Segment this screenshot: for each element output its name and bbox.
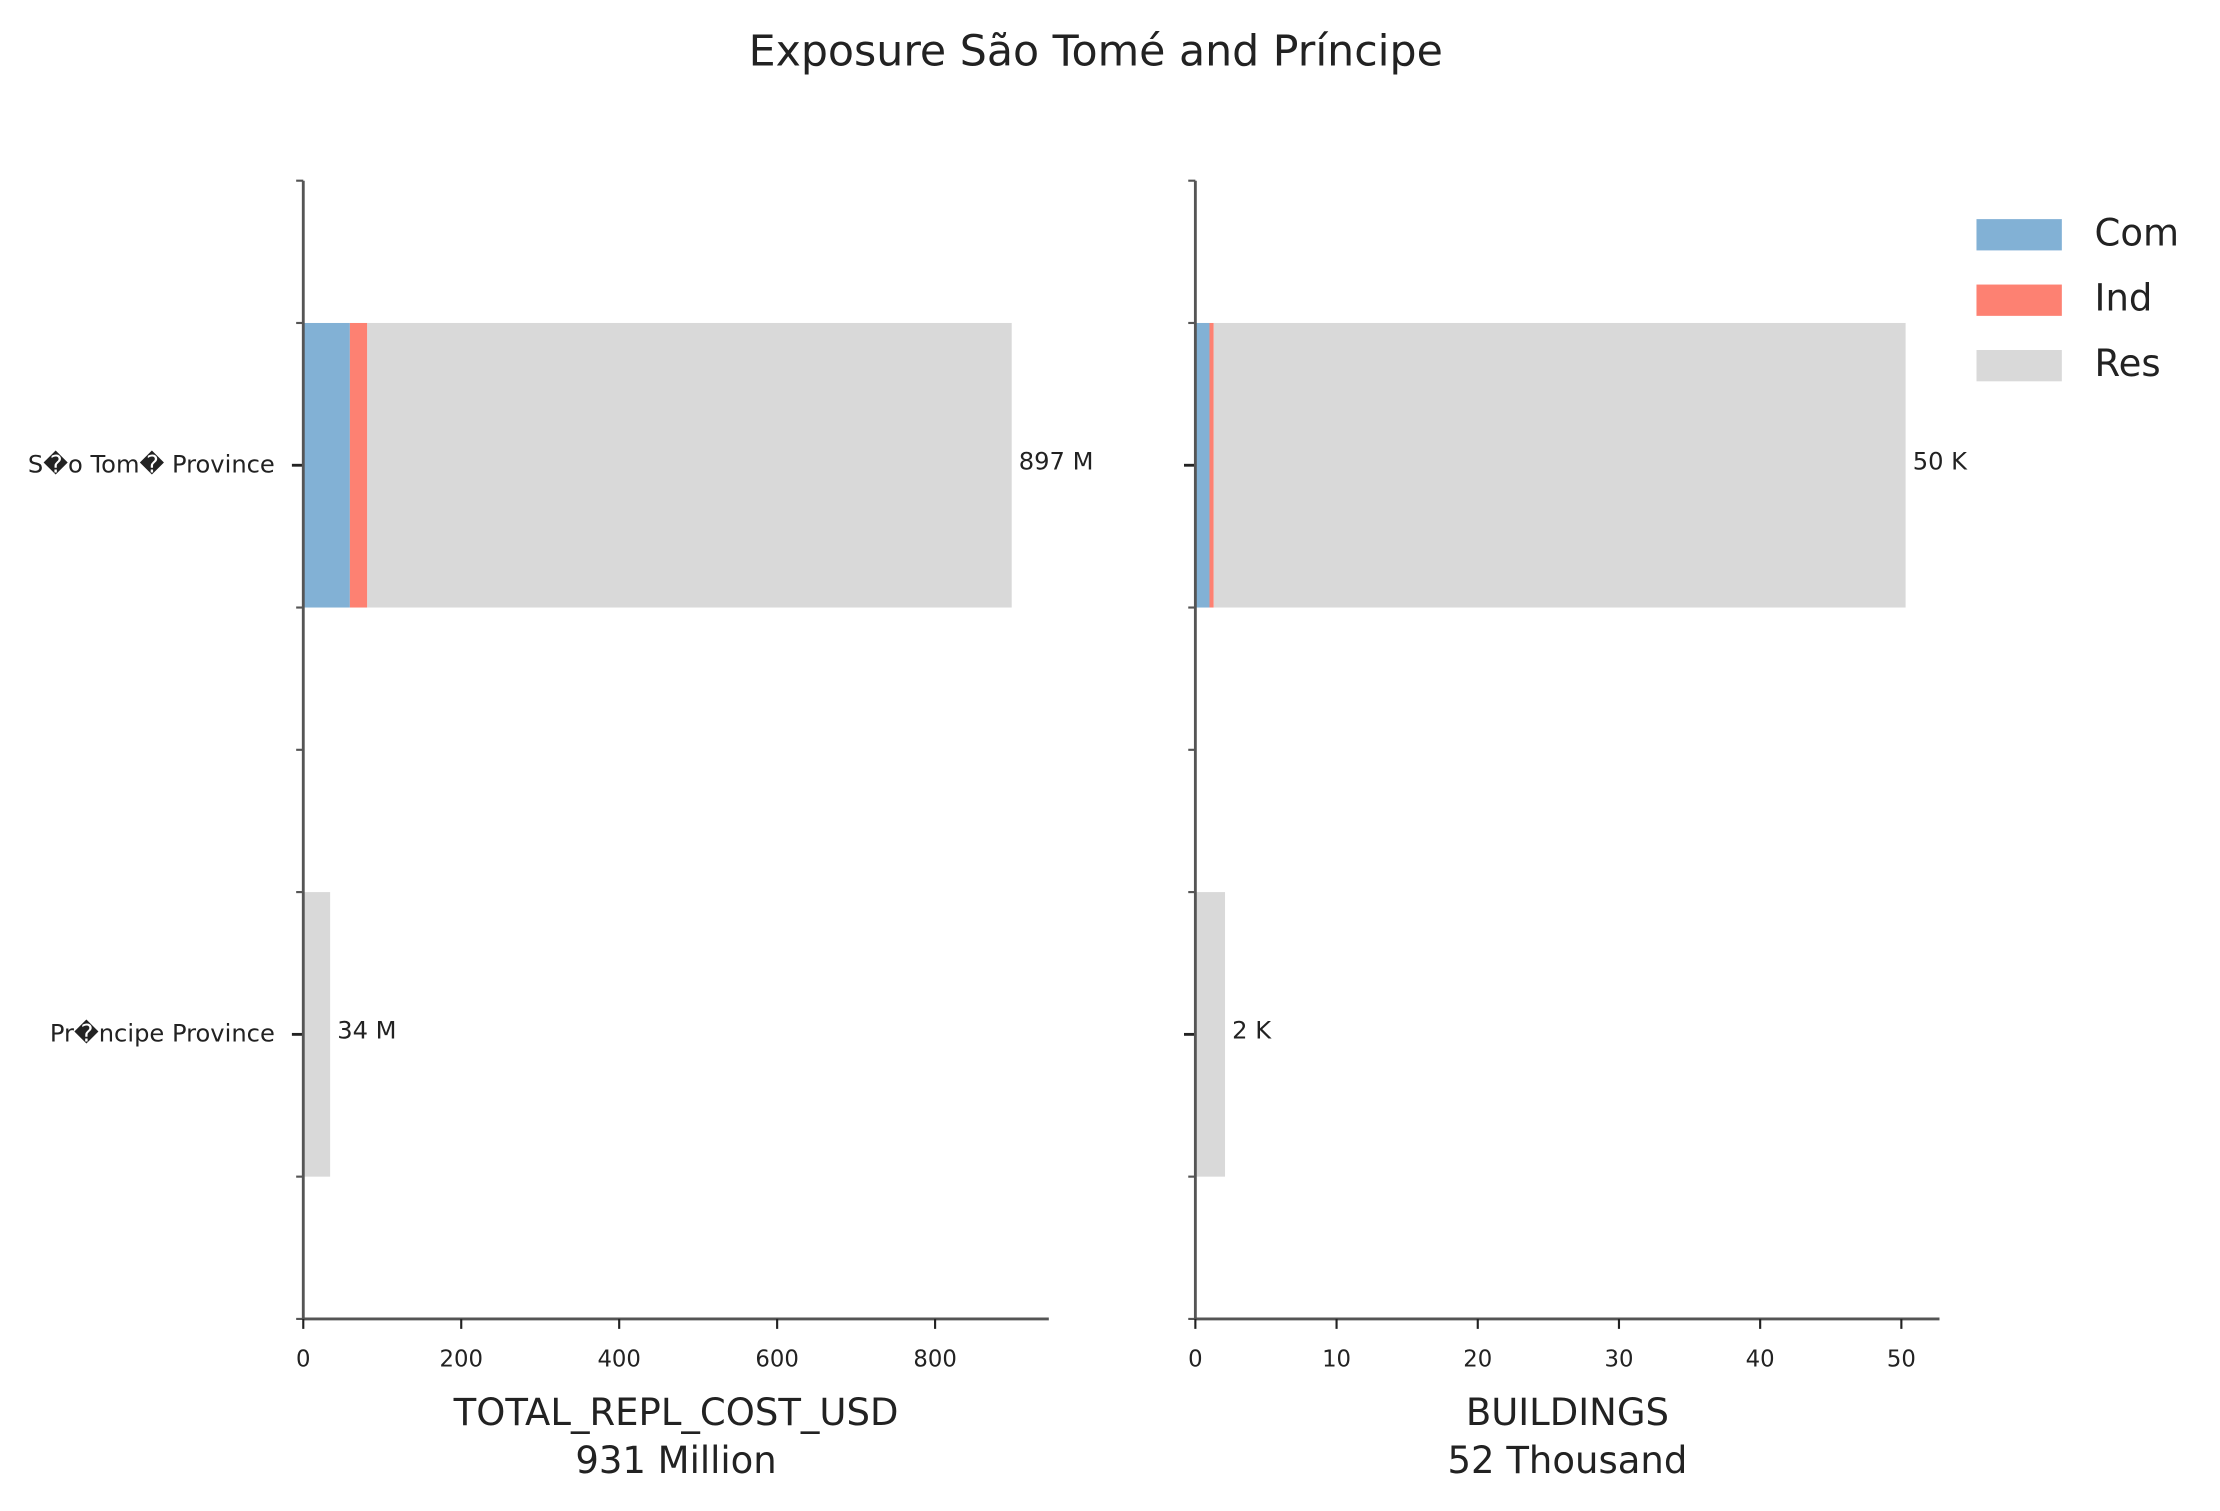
bar-segment: [303, 892, 331, 1177]
figure-title: Exposure São Tomé and Príncipe: [749, 27, 1443, 77]
x-axis-summary: 52 Thousand: [1448, 1439, 1688, 1482]
bar-segment: [1195, 322, 1210, 608]
x-tick-label: 800: [913, 1347, 956, 1373]
legend-label: Ind: [2095, 277, 2153, 320]
x-tick-label: 30: [1604, 1347, 1633, 1373]
legend-swatch: [1976, 284, 2062, 316]
x-axis-label: TOTAL_REPL_COST_USD: [453, 1391, 899, 1434]
total-label: 2 K: [1232, 1017, 1272, 1045]
legend-swatch: [1976, 219, 2062, 251]
legend-swatch: [1976, 350, 2062, 382]
x-tick-label: 0: [296, 1347, 310, 1373]
bar-segment: [1213, 322, 1906, 608]
total-label: 50 K: [1913, 447, 1968, 475]
x-axis-summary: 931 Million: [575, 1439, 776, 1482]
x-tick-label: 50: [1887, 1347, 1916, 1373]
x-tick-label: 40: [1746, 1347, 1775, 1373]
bar-segment: [367, 322, 1012, 608]
bar-segment: [303, 322, 350, 608]
legend-label: Com: [2095, 211, 2179, 254]
x-tick-label: 20: [1463, 1347, 1492, 1373]
x-axis-label: BUILDINGS: [1466, 1391, 1669, 1434]
x-tick-label: 200: [440, 1347, 483, 1373]
bar-segment: [1195, 892, 1226, 1177]
x-tick-label: 10: [1322, 1347, 1351, 1373]
bar-segment: [349, 322, 368, 608]
y-tick-label: Pr�ncipe Province: [50, 1018, 275, 1047]
legend-label: Res: [2095, 342, 2161, 385]
bar-segment: [1209, 322, 1214, 608]
x-tick-label: 0: [1188, 1347, 1202, 1373]
x-tick-label: 400: [597, 1347, 640, 1373]
y-tick-label: S�o Tom� Province: [28, 449, 275, 478]
x-tick-label: 600: [755, 1347, 798, 1373]
total-label: 897 M: [1019, 447, 1094, 475]
total-label: 34 M: [337, 1017, 396, 1045]
